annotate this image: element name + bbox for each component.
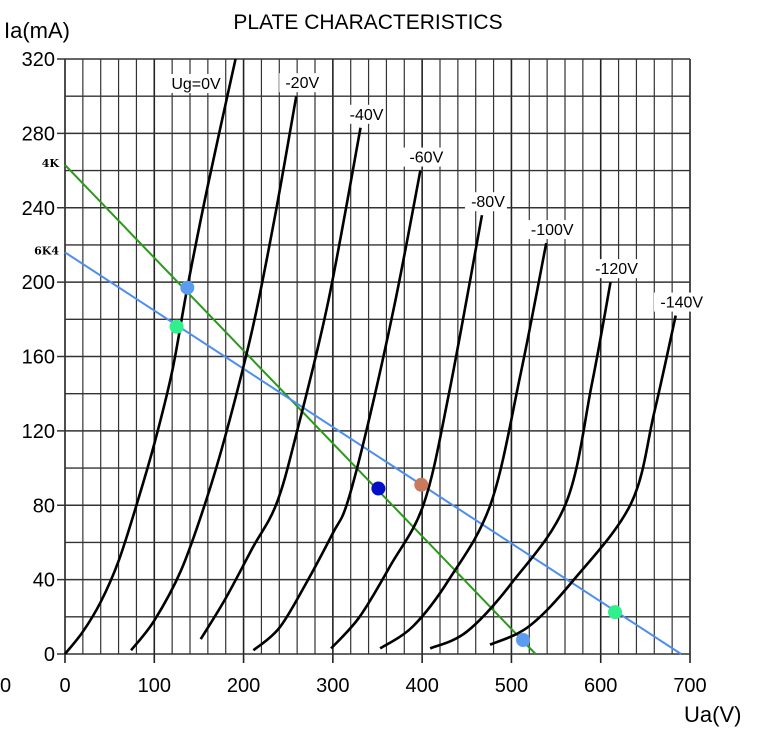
load-line-label: 4K (42, 157, 60, 170)
x-tick-label: 600 (584, 675, 617, 697)
plate-curve (199, 127, 362, 640)
curve-label-bg (588, 259, 641, 279)
curve-label: -40V (350, 107, 384, 124)
plate-curve (330, 214, 484, 650)
curve-label-bg (464, 192, 507, 212)
grid (57, 58, 691, 663)
x-tick-label: 0 (59, 675, 70, 697)
x-axis-label: Ua(V) (684, 702, 741, 727)
curve-label-bg (279, 73, 322, 93)
curve-label: -60V (409, 150, 443, 167)
curve-label: -120V (595, 261, 638, 278)
x-tick-label: 700 (673, 675, 706, 697)
x-tick-label: 400 (405, 675, 438, 697)
x-tick-label: 200 (227, 675, 260, 697)
curve-labels: Ug=0V -20V -40V -60V -80V -100V -120V -140V (168, 73, 706, 312)
plate-curve (379, 242, 548, 650)
y-tick-label: 120 (22, 421, 55, 443)
curve-label: Ug=0V (171, 76, 221, 93)
stray-zero-label: 0 (0, 675, 11, 697)
curve-label: -140V (660, 295, 703, 312)
y-tick-label: 320 (22, 49, 55, 71)
curve-label-bg (403, 147, 446, 167)
curve-label-bg (653, 292, 706, 312)
curve-label-bg (168, 74, 220, 93)
marker-load-6k4-ug0 (169, 319, 184, 334)
x-tick-label: 300 (316, 675, 349, 697)
y-axis-label: Ia(mA) (4, 18, 70, 43)
marker-load-4k-ug0 (180, 280, 195, 295)
curve-label-bg (343, 104, 386, 124)
load-lines: 4K 6K4 (34, 157, 682, 655)
y-tick-label: 40 (33, 570, 55, 592)
plate-curve (130, 95, 298, 652)
plate-curve (489, 315, 677, 646)
y-tick-label: 200 (22, 272, 55, 294)
marker-load-6k4-cutoff (608, 605, 622, 620)
curve-label: -100V (531, 222, 574, 239)
curve-label-bg (524, 220, 576, 240)
chart-title: PLATE CHARACTERISTICS (233, 11, 502, 34)
marker-load-4k-cutoff (516, 633, 531, 648)
marker-operating-point-6k4 (414, 477, 429, 492)
plate-curve (252, 170, 422, 652)
plate-curve (63, 58, 237, 655)
y-tick-label: 280 (22, 123, 55, 145)
x-tick-label: 500 (495, 675, 528, 697)
y-tick-label: 0 (44, 644, 55, 666)
tick-labels: 0 100 200 300 400 500 600 700 0 40 80 120 160 200 240 2… (0, 49, 707, 697)
y-tick-label: 240 (22, 198, 55, 220)
load-line-6k4 (64, 251, 682, 655)
operating-markers (169, 280, 622, 648)
plate-curve (429, 281, 612, 650)
load-line-label: 6K4 (34, 244, 59, 257)
load-line-4k (64, 164, 537, 655)
y-tick-label: 80 (33, 495, 55, 517)
marker-operating-point-4k (371, 481, 386, 496)
curve-label: -20V (285, 75, 319, 92)
x-tick-label: 100 (138, 675, 171, 697)
curve-label: -80V (471, 194, 505, 211)
plate-curves (63, 58, 677, 655)
y-tick-label: 160 (22, 347, 55, 369)
